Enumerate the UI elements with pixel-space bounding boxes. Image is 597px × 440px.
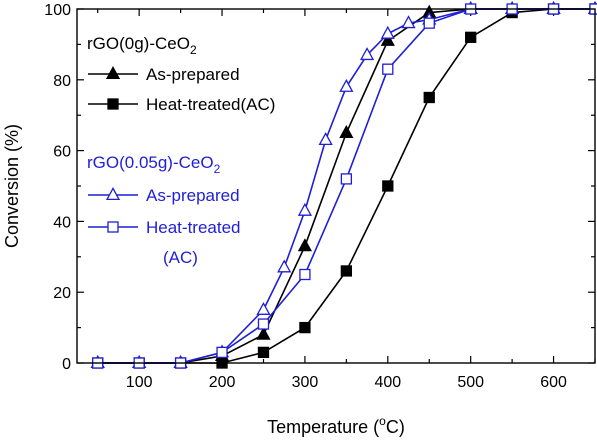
y-tick-label: 40 xyxy=(53,214,71,231)
data-point xyxy=(256,326,271,340)
data-point xyxy=(401,15,416,29)
x-axis-title-degree: o xyxy=(379,414,386,428)
data-point xyxy=(359,47,375,61)
x-tick-label: 400 xyxy=(374,374,401,391)
data-point xyxy=(277,259,292,273)
data-point xyxy=(216,346,228,359)
legend: rGO(0g)-CeO2 As-prepared Heat-treated(AC… xyxy=(87,34,275,267)
data-point xyxy=(340,173,353,185)
data-point xyxy=(423,17,435,29)
legend-label-1: Heat-treated(AC) xyxy=(146,95,275,114)
x-axis-title-main: Temperature ( xyxy=(267,417,379,437)
x-tick-label: 200 xyxy=(209,374,236,391)
legend-marker xyxy=(107,221,119,233)
legend-label-3-line2: (AC) xyxy=(163,248,198,267)
legend-group-title-1: rGO(0.05g)-CeO2 xyxy=(87,153,221,176)
y-tick-label: 60 xyxy=(53,144,71,161)
legend-marker xyxy=(107,98,119,110)
data-point xyxy=(380,32,395,46)
legend-symbol-3 xyxy=(88,221,138,233)
data-point xyxy=(297,238,313,252)
data-point xyxy=(297,202,313,216)
data-point xyxy=(299,321,311,334)
y-tick-label: 0 xyxy=(62,356,71,373)
data-point xyxy=(423,91,435,104)
data-point xyxy=(256,301,271,315)
data-point xyxy=(382,63,394,75)
tick-labels: 100 200 300 400 500 600 0 20 40 60 80 100 xyxy=(44,2,567,391)
data-point xyxy=(380,25,395,39)
legend-symbol-0 xyxy=(88,66,138,80)
legend-group-title-0: rGO(0g)-CeO2 xyxy=(87,34,197,57)
x-tick-label: 500 xyxy=(457,374,484,391)
legend-symbol-1 xyxy=(88,98,138,110)
data-point xyxy=(382,180,394,192)
data-point xyxy=(318,132,333,146)
y-axis-title: Conversion (%) xyxy=(2,124,22,248)
data-point xyxy=(340,265,353,277)
legend-marker xyxy=(105,187,121,201)
legend-marker xyxy=(105,66,121,80)
y-tick-label: 100 xyxy=(44,2,71,19)
legend-symbol-2 xyxy=(88,187,138,201)
legend-label-3: Heat-treated xyxy=(146,218,241,237)
legend-label-2: As-prepared xyxy=(146,186,240,205)
x-tick-label: 100 xyxy=(126,374,153,391)
y-tick-label: 80 xyxy=(53,73,71,90)
plot-frame xyxy=(76,8,596,364)
data-point xyxy=(465,31,477,43)
legend-label-0: As-prepared xyxy=(146,65,240,84)
data-point xyxy=(339,78,354,92)
data-point xyxy=(339,124,354,138)
y-tick-label: 20 xyxy=(53,285,71,302)
x-tick-label: 300 xyxy=(292,374,319,391)
x-tick-label: 600 xyxy=(540,374,567,391)
data-point xyxy=(257,346,270,359)
data-point xyxy=(257,318,270,330)
data-point xyxy=(299,268,311,281)
x-axis-title: Temperature (oC) xyxy=(267,414,405,437)
x-axis-title-unit: C) xyxy=(386,417,405,437)
